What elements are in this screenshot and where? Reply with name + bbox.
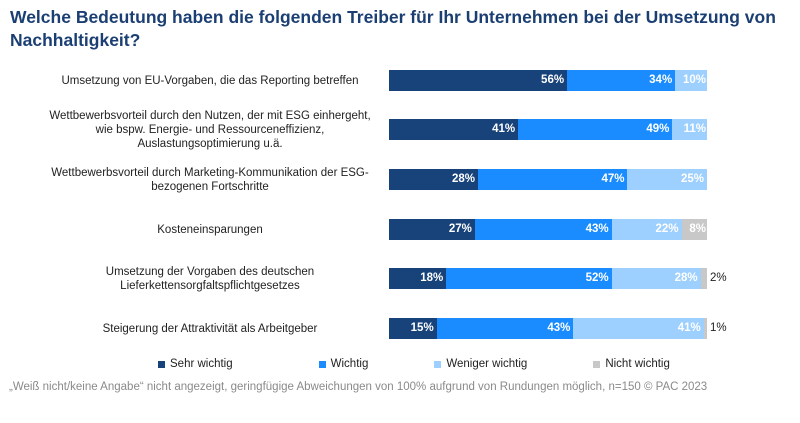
category-label: Steigerung der Attraktivität als Arbeitg… xyxy=(102,322,318,335)
chart-title: Welche Bedeutung haben die folgenden Tre… xyxy=(10,7,776,50)
bar-segment-weniger-wichtig: 28% xyxy=(611,268,701,289)
category-label: Kosteneinsparungen xyxy=(157,223,263,236)
legend-swatch-wichtig xyxy=(318,360,326,368)
bar-segment-wichtig: 49% xyxy=(518,119,673,140)
legend-swatch-sehr-wichtig xyxy=(158,360,165,368)
data-label-nicht-wichtig: 8% xyxy=(689,223,706,235)
bar-segment-nicht-wichtig xyxy=(700,268,707,289)
data-label-weniger-wichtig: 22% xyxy=(655,223,679,235)
legend-item-nicht-wichtig: Nicht wichtig xyxy=(593,358,670,370)
category-label: Umsetzung der Vorgaben des deutschen Lie… xyxy=(105,265,315,292)
bar-row: 15% 43% 41% xyxy=(389,318,707,339)
data-label-weniger-wichtig: 10% xyxy=(682,74,706,86)
bar-segment-weniger-wichtig: 11% xyxy=(672,119,707,140)
bar-segment-weniger-wichtig: 22% xyxy=(611,219,682,240)
category-label: Wettbewerbsvorteil durch Marketing-Kommu… xyxy=(51,166,369,193)
data-label-wichtig: 49% xyxy=(646,123,670,135)
data-label-sehr-wichtig: 15% xyxy=(410,322,434,334)
data-label-sehr-wichtig: 56% xyxy=(541,74,565,86)
bar-row: 41% 49% 11% xyxy=(389,119,707,140)
data-label-sehr-wichtig: 18% xyxy=(420,272,444,284)
data-label-weniger-wichtig: 41% xyxy=(677,322,701,334)
bar-segment-wichtig: 43% xyxy=(474,219,612,240)
footnote: „Weiß nicht/keine Angabe“ nicht angezeig… xyxy=(9,381,708,393)
bar-segment-wichtig: 47% xyxy=(478,169,628,190)
category-label: Wettbewerbsvorteil durch den Nutzen, der… xyxy=(49,109,371,150)
legend-label-nicht-wichtig: Nicht wichtig xyxy=(605,358,670,370)
bar-segment-wichtig: 52% xyxy=(446,268,612,289)
data-label-wichtig: 34% xyxy=(649,74,673,86)
bar-segment-nicht-wichtig xyxy=(703,318,707,339)
legend-item-sehr-wichtig: Sehr wichtig xyxy=(158,358,233,370)
data-label-weniger-wichtig: 28% xyxy=(674,272,698,284)
legend-item-wichtig: Wichtig xyxy=(318,358,369,370)
bar-row: 27% 43% 22% 8% xyxy=(389,219,707,240)
legend-swatch-nicht-wichtig xyxy=(593,360,601,368)
bar-segment-wichtig: 34% xyxy=(567,70,676,91)
bar-segment-sehr-wichtig: 18% xyxy=(389,268,447,289)
legend-item-weniger-wichtig: Weniger wichtig xyxy=(434,358,527,370)
data-label-sehr-wichtig: 27% xyxy=(448,223,472,235)
bar-row: 28% 47% 25% xyxy=(389,169,707,190)
data-label-wichtig: 47% xyxy=(601,173,625,185)
bar-segment-sehr-wichtig: 41% xyxy=(389,119,519,140)
bar-segment-sehr-wichtig: 28% xyxy=(389,169,479,190)
data-label-nicht-wichtig: 1% xyxy=(710,322,727,334)
legend-label-sehr-wichtig: Sehr wichtig xyxy=(170,358,233,370)
bar-row: 18% 52% 28% xyxy=(389,268,707,289)
data-label-wichtig: 43% xyxy=(547,322,571,334)
chart-legend: Sehr wichtig Wichtig Weniger wichtig Nic… xyxy=(158,358,670,370)
legend-label-weniger-wichtig: Weniger wichtig xyxy=(446,358,528,370)
data-label-nicht-wichtig: 2% xyxy=(710,272,727,284)
bar-segment-sehr-wichtig: 27% xyxy=(389,219,475,240)
bar-segment-nicht-wichtig: 8% xyxy=(681,219,707,240)
legend-swatch-weniger-wichtig xyxy=(434,360,442,368)
data-label-weniger-wichtig: 11% xyxy=(683,123,706,135)
category-label: Umsetzung von EU-Vorgaben, die das Repor… xyxy=(61,74,359,87)
data-label-wichtig: 52% xyxy=(585,272,609,284)
bar-segment-sehr-wichtig: 15% xyxy=(389,318,437,339)
bar-segment-wichtig: 43% xyxy=(436,318,574,339)
bar-segment-weniger-wichtig: 41% xyxy=(573,318,704,339)
legend-label-wichtig: Wichtig xyxy=(330,358,369,370)
bar-row: 56% 34% 10% xyxy=(389,70,707,91)
bar-segment-weniger-wichtig: 10% xyxy=(675,70,707,91)
data-label-weniger-wichtig: 25% xyxy=(680,173,704,185)
bar-segment-sehr-wichtig: 56% xyxy=(389,70,568,91)
data-label-sehr-wichtig: 28% xyxy=(452,173,476,185)
bar-segment-weniger-wichtig: 25% xyxy=(627,169,707,190)
data-label-sehr-wichtig: 41% xyxy=(492,123,516,135)
data-label-wichtig: 43% xyxy=(585,223,609,235)
